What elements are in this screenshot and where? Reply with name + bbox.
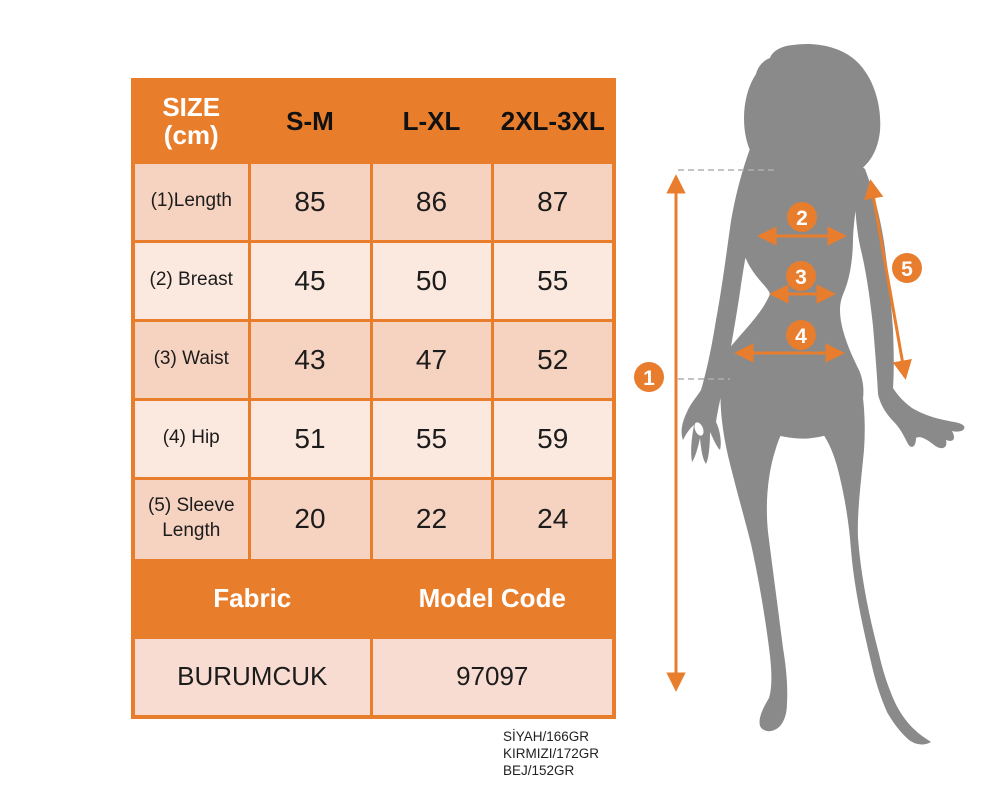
marker-2-number: 2 [796, 207, 808, 230]
size-table: SIZE (cm) S-M L-XL 2XL-3XL (1)Length 85 … [131, 78, 616, 719]
column-header-lxl: L-XL [369, 78, 494, 164]
marker-5-circle [892, 253, 922, 283]
table-row-hip: (4) Hip 51 55 59 [131, 397, 616, 480]
size-header-line2: (cm) [163, 120, 219, 151]
model-code-header-cell: Model Code [369, 558, 616, 639]
measure-arrow-sleeve [864, 179, 912, 380]
size-table-header-row: SIZE (cm) S-M L-XL 2XL-3XL [131, 78, 616, 164]
row-label-sleeve-length: (5) Sleeve Length [131, 476, 251, 562]
fabric-header-cell: Fabric [131, 558, 373, 639]
measurement-figure: 1 2 3 4 5 [630, 30, 984, 792]
table-row-sleeve-length: (5) Sleeve Length 20 22 24 [131, 476, 616, 562]
hip-sm: 51 [247, 397, 373, 480]
row-label-waist: (3) Waist [131, 318, 251, 401]
marker-badge-5: 5 [892, 253, 922, 283]
row-label-length: (1)Length [131, 160, 251, 243]
waist-2xl3xl: 52 [490, 318, 616, 401]
hip-lxl: 55 [369, 397, 494, 480]
marker-badge-1: 1 [634, 362, 664, 392]
size-cm-header-cell: SIZE (cm) [131, 78, 251, 164]
breast-sm: 45 [247, 239, 373, 322]
sleeve-lxl: 22 [369, 476, 494, 562]
marker-3-circle [786, 261, 816, 291]
marker-4-number: 4 [795, 325, 807, 348]
model-code-value-cell: 97097 [369, 635, 616, 719]
note-siyah: SİYAH/166GR [503, 729, 590, 744]
sleeve-sm: 20 [247, 476, 373, 562]
breast-2xl3xl: 55 [490, 239, 616, 322]
length-2xl3xl: 87 [490, 160, 616, 243]
marker-badge-3: 3 [786, 261, 816, 291]
marker-badge-4: 4 [786, 320, 816, 350]
guide-dashes [678, 169, 776, 380]
fabric-weight-notes: SİYAH/166GR KIRMIZI/172GR BEJ/152GR [503, 728, 599, 779]
note-bej: BEJ/152GR [503, 763, 575, 778]
marker-5-number: 5 [901, 258, 913, 281]
fabric-value-cell: BURUMCUK [131, 635, 373, 719]
note-kirmizi: KIRMIZI/172GR [503, 746, 600, 761]
marker-badge-2: 2 [787, 202, 817, 232]
column-header-sm: S-M [247, 78, 373, 164]
marker-1-circle [634, 362, 664, 392]
marker-3-number: 3 [795, 266, 807, 289]
length-lxl: 86 [369, 160, 494, 243]
breast-lxl: 50 [369, 239, 494, 322]
hip-2xl3xl: 59 [490, 397, 616, 480]
size-header-line1: SIZE [162, 92, 221, 123]
table-row-footer-values: BURUMCUK 97097 [131, 635, 616, 719]
body-measurement-diagram: 1 2 3 4 5 [634, 43, 965, 745]
table-row-waist: (3) Waist 43 47 52 [131, 318, 616, 401]
waist-sm: 43 [247, 318, 373, 401]
marker-4-circle [786, 320, 816, 350]
marker-1-number: 1 [643, 367, 655, 390]
row-label-breast: (2) Breast [131, 239, 251, 322]
column-header-2xl3xl: 2XL-3XL [490, 78, 616, 164]
table-row-footer-header: Fabric Model Code [131, 558, 616, 639]
body-silhouette-icon [681, 43, 965, 745]
length-sm: 85 [247, 160, 373, 243]
marker-2-circle [787, 202, 817, 232]
waist-lxl: 47 [369, 318, 494, 401]
row-label-hip: (4) Hip [131, 397, 251, 480]
table-row-breast: (2) Breast 45 50 55 [131, 239, 616, 322]
sleeve-2xl3xl: 24 [490, 476, 616, 562]
table-row-length: (1)Length 85 86 87 [131, 160, 616, 243]
